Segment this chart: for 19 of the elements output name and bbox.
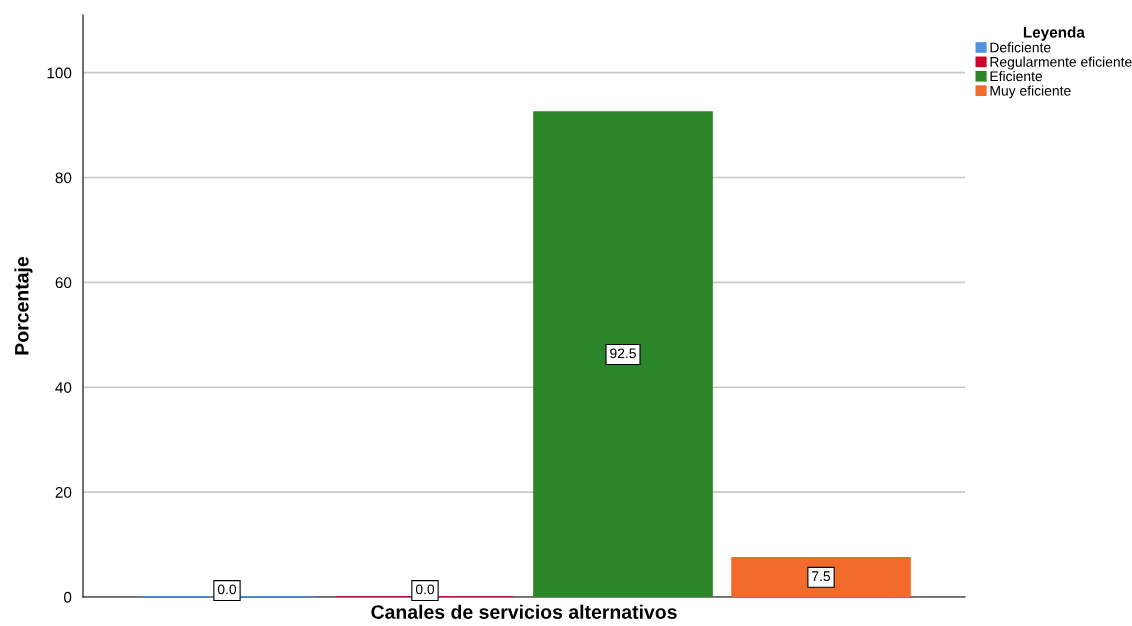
y-tick-label: 60	[55, 277, 72, 289]
bar	[731, 556, 911, 597]
legend-label: Eficiente	[990, 71, 1043, 82]
legend-label: Muy eficiente	[990, 85, 1071, 99]
legend-title: Leyenda	[1023, 26, 1085, 41]
y-tick-label: 40	[55, 382, 72, 393]
y-tick-label: 20	[55, 487, 72, 498]
y-tick-label: 100	[47, 67, 72, 79]
x-axis-title: Canales de servicios alternativos	[371, 604, 677, 619]
data-label: 7.5	[812, 571, 831, 582]
data-label: 92.5	[610, 348, 636, 359]
y-tick-label: 80	[55, 172, 72, 184]
bar	[533, 111, 713, 597]
data-label: 0.0	[217, 584, 237, 595]
data-label: 0.0	[415, 584, 435, 595]
legend-label: Regularmente eficiente	[990, 56, 1132, 70]
legend-label: Deficiente	[990, 42, 1051, 53]
y-axis-title: Porcentaje	[14, 256, 33, 355]
y-tick-label: 0	[63, 591, 72, 603]
